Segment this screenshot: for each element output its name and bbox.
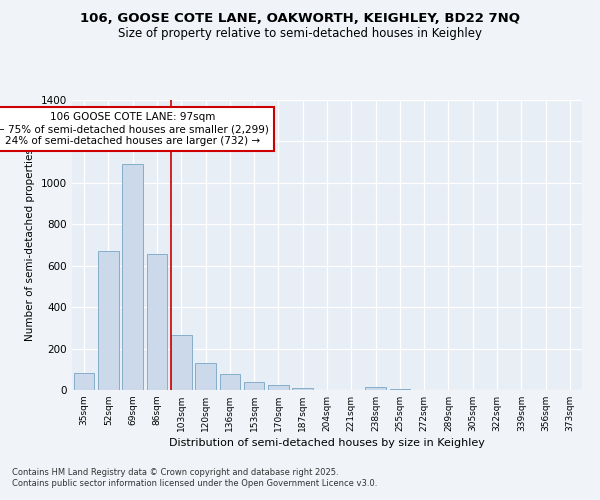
Bar [220, 374, 240, 390]
Bar [389, 389, 410, 390]
Bar [74, 374, 94, 390]
Text: Contains HM Land Registry data © Crown copyright and database right 2025.
Contai: Contains HM Land Registry data © Crown c… [12, 468, 377, 487]
Bar [98, 251, 119, 390]
Bar [171, 335, 191, 390]
Bar [365, 387, 386, 390]
Text: 106, GOOSE COTE LANE, OAKWORTH, KEIGHLEY, BD22 7NQ: 106, GOOSE COTE LANE, OAKWORTH, KEIGHLEY… [80, 12, 520, 26]
Y-axis label: Number of semi-detached properties: Number of semi-detached properties [25, 148, 35, 342]
Bar [195, 363, 216, 390]
X-axis label: Distribution of semi-detached houses by size in Keighley: Distribution of semi-detached houses by … [169, 438, 485, 448]
Bar [268, 386, 289, 390]
Bar [122, 164, 143, 390]
Text: 106 GOOSE COTE LANE: 97sqm
← 75% of semi-detached houses are smaller (2,299)
24%: 106 GOOSE COTE LANE: 97sqm ← 75% of semi… [0, 112, 269, 146]
Bar [244, 382, 265, 390]
Bar [292, 388, 313, 390]
Bar [146, 254, 167, 390]
Text: Size of property relative to semi-detached houses in Keighley: Size of property relative to semi-detach… [118, 28, 482, 40]
